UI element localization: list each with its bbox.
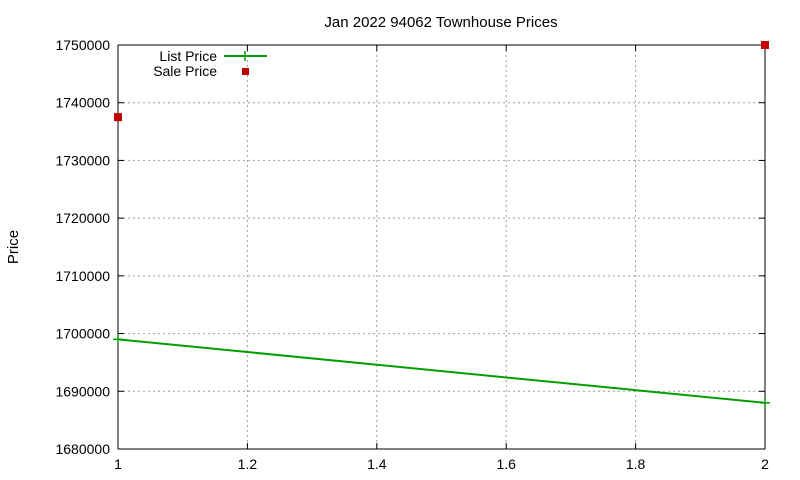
y-tick-label: 1730000 bbox=[55, 152, 110, 168]
legend: List Price Sale Price bbox=[153, 48, 267, 79]
x-tick-label: 1.8 bbox=[626, 456, 646, 472]
y-tick-label: 1680000 bbox=[55, 441, 110, 457]
y-axis-label: Price bbox=[5, 230, 22, 264]
x-tick-label: 1.2 bbox=[238, 456, 258, 472]
list-price-point bbox=[760, 397, 770, 408]
x-tick-label: 1 bbox=[114, 456, 122, 472]
y-tick-label: 1720000 bbox=[55, 210, 110, 226]
legend-marker-sale-price bbox=[242, 68, 249, 75]
series-layer bbox=[113, 41, 770, 408]
chart-title: Jan 2022 94062 Townhouse Prices bbox=[324, 14, 557, 31]
list-price-line bbox=[117, 338, 766, 404]
legend-label-list-price: List Price bbox=[159, 48, 217, 64]
y-tick-label: 1710000 bbox=[55, 268, 110, 284]
list-price-point bbox=[113, 334, 123, 345]
axis-ticks: 1 1.2 1.4 1.6 1.8 2 1680000 1690000 1700000 17100… bbox=[55, 37, 769, 472]
x-tick-label: 1.4 bbox=[367, 456, 387, 472]
x-tick-label: 1.6 bbox=[496, 456, 516, 472]
y-tick-label: 1700000 bbox=[55, 326, 110, 342]
x-tick-label: 2 bbox=[761, 456, 769, 472]
legend-label-sale-price: Sale Price bbox=[153, 63, 217, 79]
plot-frame bbox=[117, 44, 766, 450]
sale-price-point bbox=[761, 41, 769, 49]
y-tick-label: 1750000 bbox=[55, 37, 110, 53]
grid-lines bbox=[118, 45, 765, 449]
y-tick-label: 1740000 bbox=[55, 95, 110, 111]
y-tick-label: 1690000 bbox=[55, 383, 110, 399]
sale-price-point bbox=[114, 113, 122, 122]
